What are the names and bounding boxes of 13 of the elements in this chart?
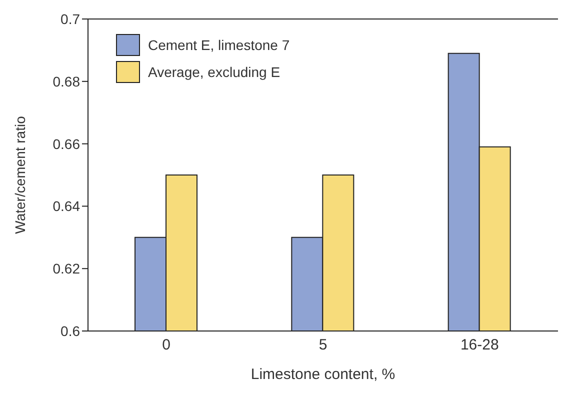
- y-axis-title: Water/cement ratio: [12, 116, 28, 234]
- x-tick-label: 16-28: [460, 336, 499, 354]
- x-tick-label: 5: [318, 336, 328, 354]
- legend-label: Average, excluding E: [148, 64, 280, 80]
- y-tick-label: 0.66: [52, 136, 80, 152]
- legend-label: Cement E, limestone 7: [148, 37, 290, 53]
- x-axis-title: Limestone content, %: [250, 366, 396, 383]
- x-tick-label: 0: [162, 336, 171, 354]
- y-tick-label: 0.6: [60, 322, 80, 339]
- y-tick-label: 0.62: [52, 260, 80, 277]
- y-tick-label: 0.68: [52, 73, 80, 90]
- y-tick-label: 0.7: [60, 10, 80, 27]
- y-tick-label: 0.64: [52, 198, 80, 214]
